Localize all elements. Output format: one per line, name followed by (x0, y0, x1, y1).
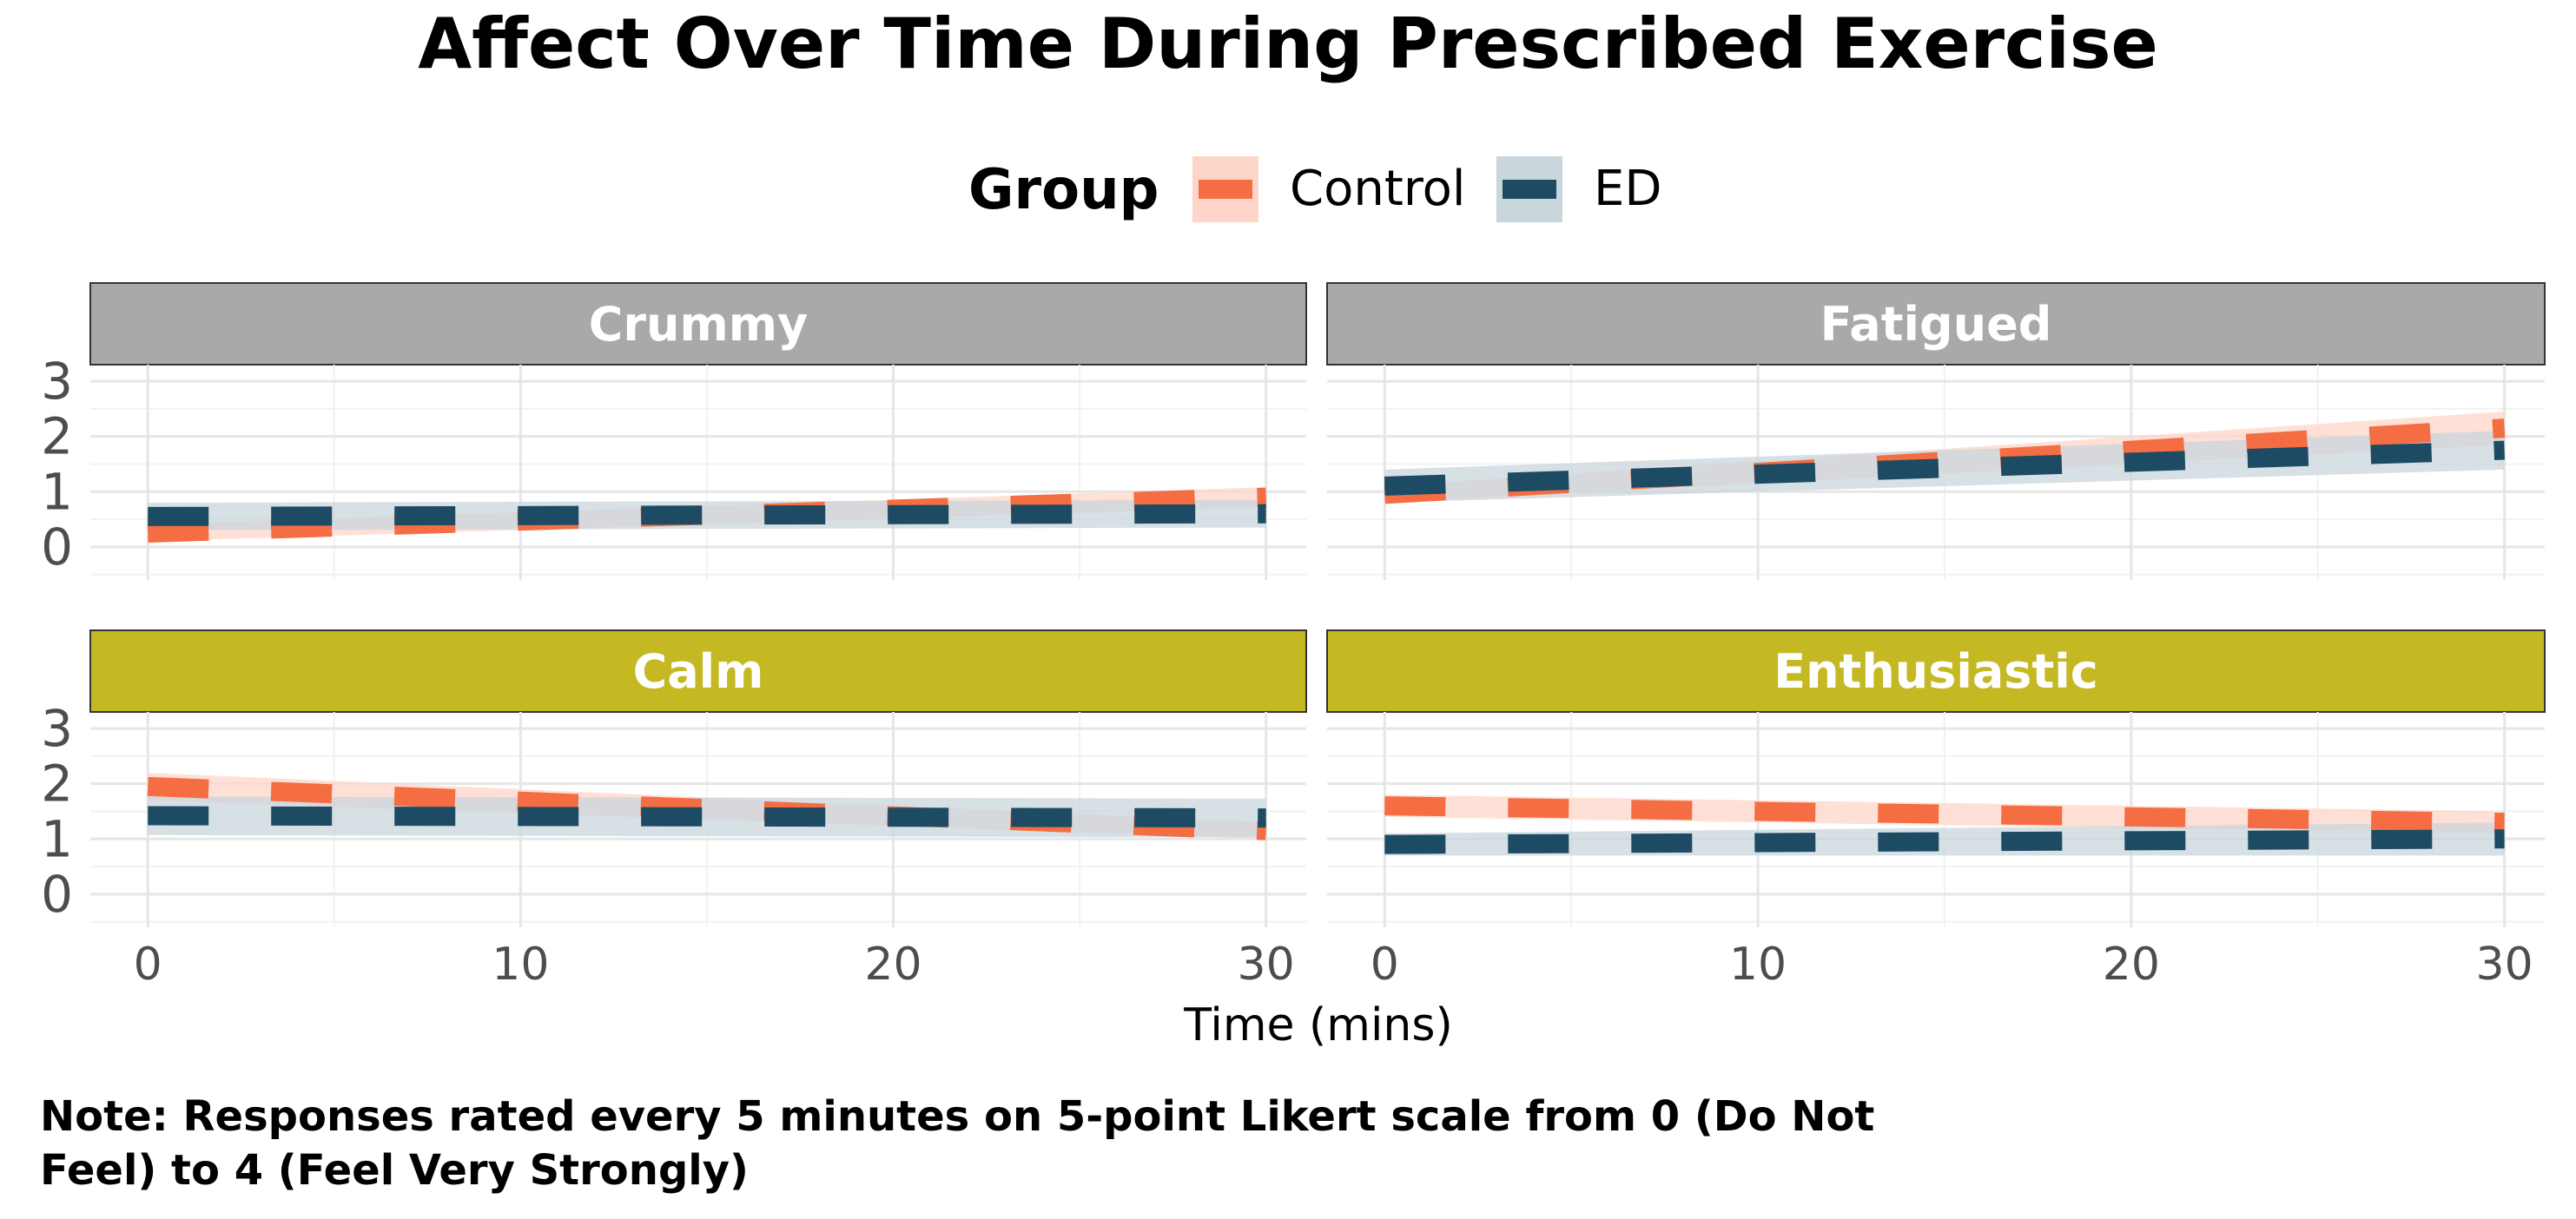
y-tick-label: 0 (41, 865, 73, 924)
legend-label-ed: ED (1594, 161, 1662, 217)
chart-title: Affect Over Time During Prescribed Exerc… (418, 3, 2158, 84)
panel-enthusiastic: Enthusiastic 0 10 20 30 (1326, 629, 2546, 991)
y-tick-label: 3 (41, 352, 73, 411)
strip-label-calm: Calm (633, 644, 764, 699)
strip-label-fatigued: Fatigued (1820, 297, 2052, 352)
x-tick-label: 10 (492, 939, 549, 991)
x-tick-label: 10 (1729, 939, 1787, 991)
strip-label-crummy: Crummy (589, 297, 808, 352)
legend-title: Group (968, 158, 1159, 222)
legend-label-control: Control (1290, 161, 1465, 217)
legend-key-ed-line (1503, 180, 1556, 199)
x-tick-label: 20 (2103, 939, 2160, 991)
y-tick-label: 0 (41, 517, 73, 577)
legend: Group Control ED (968, 156, 1662, 222)
y-tick-label: 2 (41, 407, 73, 466)
strip-enthusiastic (1326, 629, 2546, 713)
strip-calm (89, 629, 1307, 713)
x-tick-label: 0 (1371, 939, 1399, 991)
y-tick-label: 3 (41, 699, 73, 758)
strip-fatigued (1326, 282, 2546, 366)
footnote: Note: Responses rated every 5 minutes on… (40, 1092, 1875, 1195)
x-tick-label: 0 (134, 939, 162, 991)
strip-label-enthusiastic: Enthusiastic (1773, 644, 2098, 699)
y-tick-label: 1 (41, 809, 73, 868)
panel-fatigued: Fatigued (1326, 282, 2546, 580)
x-tick-label: 20 (864, 939, 921, 991)
x-tick-label: 30 (1238, 939, 1295, 991)
y-tick-label: 1 (41, 462, 73, 521)
legend-key-control-line (1199, 180, 1252, 199)
x-tick-label: 30 (2475, 939, 2533, 991)
y-tick-label: 2 (41, 754, 73, 814)
x-axis-label: Time (mins) (1183, 999, 1453, 1051)
strip-crummy (89, 282, 1307, 366)
